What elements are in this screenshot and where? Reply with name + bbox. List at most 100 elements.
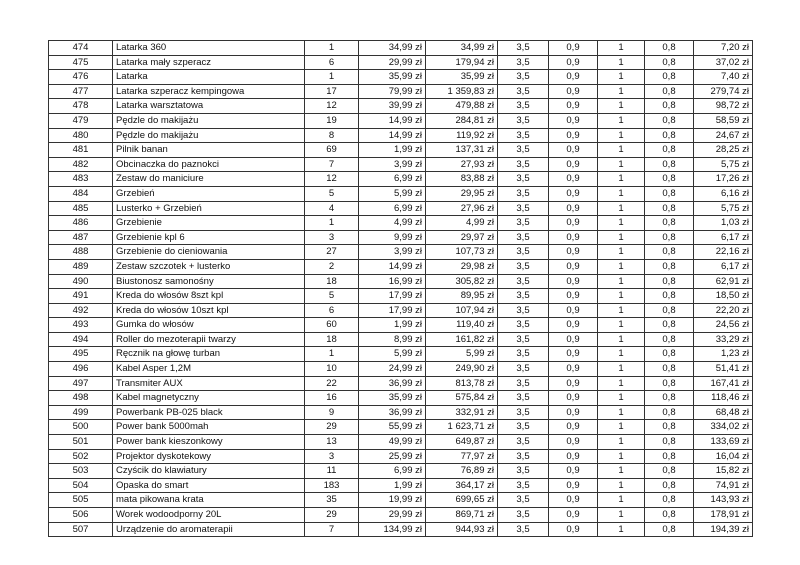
table-row: 499 Powerbank PB-025 black 9 36,99 zł 332,91… [48,404,753,421]
factor-a-cell: 3,5 [497,507,549,523]
unit-price-cell: 29,99 zł [358,507,426,523]
result-value-cell: 51,41 zł [693,361,753,377]
factor-c-cell: 1 [597,171,645,187]
factor-d-cell: 0,8 [644,390,694,406]
total-value-cell: 27,96 zł [425,200,498,217]
result-value-cell: 22,16 zł [693,244,753,260]
product-name-cell: Biustonosz samonośny [112,273,305,290]
unit-price-cell: 6,99 zł [358,200,426,217]
result-value-cell: 7,40 zł [693,69,753,85]
factor-b-cell: 0,9 [548,463,598,479]
factor-a-cell: 3,5 [497,98,549,114]
total-value-cell: 179,94 zł [425,54,498,71]
factor-a-cell: 3,5 [497,463,549,479]
factor-c-cell: 1 [597,112,645,129]
total-value-cell: 89,95 zł [425,288,498,304]
factor-a-cell: 3,5 [497,390,549,406]
total-value-cell: 4,99 zł [425,215,498,231]
product-name-cell: Opaska do smart [112,477,305,494]
product-name-cell: Zestaw do maniciure [112,171,305,187]
unit-price-cell: 79,99 zł [358,83,426,100]
quantity-cell: 1 [304,346,359,363]
factor-d-cell: 0,8 [644,434,694,450]
total-value-cell: 332,91 zł [425,404,498,421]
unit-price-cell: 55,99 zł [358,419,426,436]
product-name-cell: Czyścik do klawiatury [112,463,305,479]
result-value-cell: 58,59 zł [693,112,753,129]
result-value-cell: 33,29 zł [693,331,753,348]
factor-d-cell: 0,8 [644,171,694,187]
result-value-cell: 133,69 zł [693,434,753,450]
factor-a-cell: 3,5 [497,200,549,217]
factor-c-cell: 1 [597,98,645,114]
factor-b-cell: 0,9 [548,302,598,319]
unit-price-cell: 1,99 zł [358,317,426,333]
product-name-cell: Power bank 5000mah [112,419,305,436]
factor-a-cell: 3,5 [497,40,549,56]
factor-d-cell: 0,8 [644,83,694,100]
factor-b-cell: 0,9 [548,98,598,114]
factor-c-cell: 1 [597,142,645,158]
table-row: 478 Latarka warsztatowa 12 39,99 zł 479,88 z… [48,98,753,114]
factor-d-cell: 0,8 [644,112,694,129]
result-value-cell: 167,41 zł [693,375,753,392]
total-value-cell: 249,90 zł [425,361,498,377]
unit-price-cell: 35,99 zł [358,390,426,406]
product-name-cell: Gumka do włosów [112,317,305,333]
factor-d-cell: 0,8 [644,507,694,523]
factor-a-cell: 3,5 [497,346,549,363]
factor-c-cell: 1 [597,361,645,377]
factor-a-cell: 3,5 [497,521,549,538]
factor-b-cell: 0,9 [548,142,598,158]
result-value-cell: 22,20 zł [693,302,753,319]
row-number-cell: 498 [48,390,113,406]
quantity-cell: 11 [304,463,359,479]
total-value-cell: 107,73 zł [425,244,498,260]
quantity-cell: 60 [304,317,359,333]
table-row: 486 Grzebienie 1 4,99 zł 4,99 zł 3,5 0,9 1 0,8 1,… [48,215,753,231]
row-number-cell: 477 [48,83,113,100]
unit-price-cell: 1,99 zł [358,142,426,158]
unit-price-cell: 16,99 zł [358,273,426,290]
factor-c-cell: 1 [597,434,645,450]
unit-price-cell: 19,99 zł [358,492,426,508]
factor-b-cell: 0,9 [548,185,598,202]
factor-a-cell: 3,5 [497,258,549,275]
table-row: 490 Biustonosz samonośny 18 16,99 zł 305,82 … [48,273,753,290]
unit-price-cell: 14,99 zł [358,258,426,275]
row-number-cell: 488 [48,244,113,260]
factor-a-cell: 3,5 [497,69,549,85]
table-row: 491 Kreda do włosów 8szt kpl 5 17,99 zł 89,9… [48,288,753,304]
unit-price-cell: 39,99 zł [358,98,426,114]
quantity-cell: 27 [304,244,359,260]
product-name-cell: Power bank kieszonkowy [112,434,305,450]
product-name-cell: Grzebienie kpl 6 [112,229,305,246]
factor-d-cell: 0,8 [644,419,694,436]
factor-a-cell: 3,5 [497,302,549,319]
quantity-cell: 18 [304,331,359,348]
result-value-cell: 24,67 zł [693,127,753,144]
table-row: 501 Power bank kieszonkowy 13 49,99 zł 649,8… [48,434,753,450]
quantity-cell: 69 [304,142,359,158]
quantity-cell: 8 [304,127,359,144]
product-name-cell: Transmiter AUX [112,375,305,392]
total-value-cell: 869,71 zł [425,507,498,523]
result-value-cell: 17,26 zł [693,171,753,187]
table-row: 477 Latarka szperacz kempingowa 17 79,99 zł… [48,83,753,100]
factor-c-cell: 1 [597,156,645,173]
quantity-cell: 18 [304,273,359,290]
unit-price-cell: 14,99 zł [358,127,426,144]
factor-d-cell: 0,8 [644,288,694,304]
quantity-cell: 22 [304,375,359,392]
factor-b-cell: 0,9 [548,288,598,304]
row-number-cell: 492 [48,302,113,319]
table-row: 504 Opaska do smart 183 1,99 zł 364,17 zł 3,5… [48,477,753,494]
row-number-cell: 499 [48,404,113,421]
result-value-cell: 194,39 zł [693,521,753,538]
factor-b-cell: 0,9 [548,127,598,144]
table-row: 476 Latarka 1 35,99 zł 35,99 zł 3,5 0,9 1 0,8 7,4… [48,69,753,85]
product-name-cell: Kabel magnetyczny [112,390,305,406]
product-name-cell: Latarka mały szperacz [112,54,305,71]
row-number-cell: 500 [48,419,113,436]
row-number-cell: 505 [48,492,113,508]
